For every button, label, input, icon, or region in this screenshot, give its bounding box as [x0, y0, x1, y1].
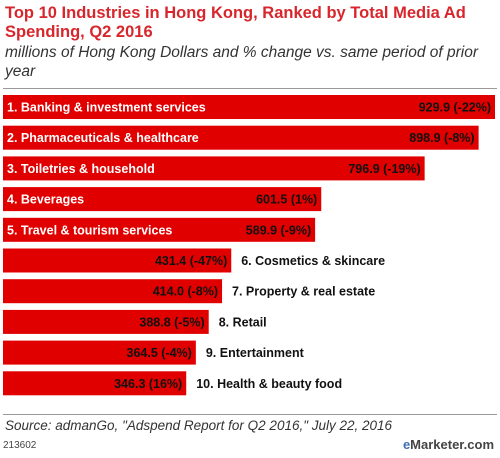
value-label-8: 388.8 (-5%)	[139, 315, 204, 329]
source-note: Source: admanGo, "Adspend Report for Q2 …	[5, 418, 393, 433]
top-divider	[3, 88, 497, 89]
value-label-3: 796.9 (-19%)	[348, 162, 420, 176]
brand-prefix: e	[402, 437, 411, 452]
category-label-4: 4. Beverages	[7, 193, 84, 207]
bar-7	[3, 279, 223, 304]
value-label-2: 898.9 (-8%)	[409, 131, 474, 145]
brand-suffix: .com	[463, 437, 494, 452]
value-label-4: 601.5 (1%)	[256, 193, 317, 207]
value-label-10: 346.3 (16%)	[114, 377, 182, 391]
brand-name: Marketer	[410, 437, 464, 452]
value-label-7: 414.0 (-8%)	[153, 285, 218, 299]
category-label-9: 9. Entertainment	[206, 346, 305, 360]
category-label-2: 2. Pharmaceuticals & healthcare	[7, 131, 199, 145]
bar-5	[3, 217, 316, 242]
category-label-1: 1. Banking & investment services	[7, 101, 206, 115]
category-label-7: 7. Property & real estate	[232, 285, 375, 299]
value-label-5: 589.9 (-9%)	[246, 223, 311, 237]
bar-4	[3, 187, 322, 212]
chart-subtitle: millions of Hong Kong Dollars and % chan…	[5, 44, 478, 80]
bar-chart: 1. Banking & investment services 929.9 (-…	[3, 95, 495, 396]
category-label-5: 5. Travel & tourism services	[7, 223, 172, 237]
bar-2	[3, 125, 479, 150]
category-label-6: 6. Cosmetics & skincare	[241, 254, 385, 268]
bar-1	[3, 95, 495, 119]
bar-10	[3, 371, 187, 396]
value-label-1: 929.9 (-22%)	[419, 101, 491, 115]
category-label-3: 3. Toiletries & household	[7, 162, 155, 176]
bar-3	[3, 156, 425, 181]
category-label-10: 10. Health & beauty food	[196, 377, 342, 391]
category-label-8: 8. Retail	[219, 315, 267, 329]
bar-8	[3, 309, 209, 334]
chart-title: Top 10 Industries in Hong Kong, Ranked b…	[5, 4, 466, 41]
bar-6	[3, 248, 232, 273]
chart-id: 213602	[3, 440, 37, 451]
brand-logo: eMarketer.com	[403, 437, 494, 452]
value-label-6: 431.4 (-47%)	[155, 254, 227, 268]
value-label-9: 364.5 (-4%)	[127, 346, 192, 360]
bottom-divider	[3, 414, 497, 415]
bar-9	[3, 340, 196, 365]
